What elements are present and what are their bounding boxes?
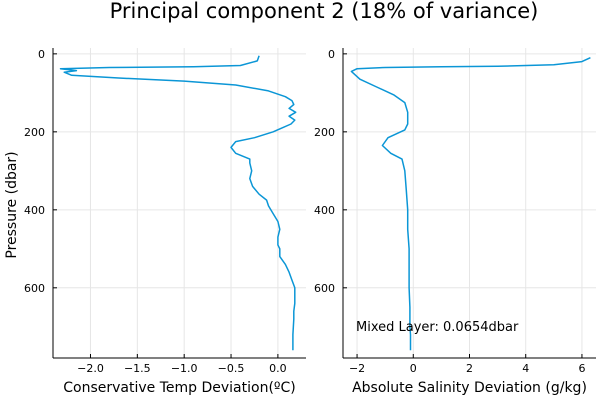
salinity-xtick-label-2: 2 [466, 362, 473, 375]
temperature-profile-line [59, 55, 297, 351]
temperature-panel: −2.0 −1.5 −1.0 −0.5 0.0 0 200 400 600 Conservativ… [24, 48, 306, 396]
salinity-xtick-label-3: 4 [522, 362, 529, 375]
temperature-xtick-label-3: −0.5 [218, 362, 245, 375]
salinity-ytick-label-0: 0 [328, 48, 335, 61]
salinity-x-axis-label: Absolute Salinity Deviation (g/kg) [352, 380, 587, 396]
temperature-xtick-label-0: −2.0 [77, 362, 104, 375]
salinity-xtick-label-0: −2 [349, 362, 365, 375]
temperature-xtick-label-1: −1.5 [124, 362, 151, 375]
temperature-ytick-label-0: 0 [38, 48, 45, 61]
salinity-ytick-label-3: 600 [314, 282, 335, 295]
temperature-ytick-label-1: 200 [24, 126, 45, 139]
figure-title: Principal component 2 (18% of variance) [110, 0, 539, 23]
temperature-ytick-label-3: 600 [24, 282, 45, 295]
temperature-ytick-label-2: 400 [24, 204, 45, 217]
salinity-profile-line [350, 57, 591, 351]
salinity-panel: −2 0 2 4 6 0 200 400 600 Absolute Salinity Deviat… [314, 48, 596, 396]
mixed-layer-annotation: Mixed Layer: 0.0654dbar [356, 320, 519, 335]
temperature-x-axis-label: Conservative Temp Deviation(ºC) [63, 380, 296, 396]
salinity-ytick-label-1: 200 [314, 126, 335, 139]
salinity-xtick-label-1: 0 [410, 362, 417, 375]
salinity-ytick-label-2: 400 [314, 204, 335, 217]
salinity-xtick-label-4: 6 [578, 362, 585, 375]
temperature-xtick-label-2: −1.0 [171, 362, 198, 375]
temperature-xtick-label-4: 0.0 [269, 362, 287, 375]
y-axis-label: Pressure (dbar) [4, 151, 20, 258]
